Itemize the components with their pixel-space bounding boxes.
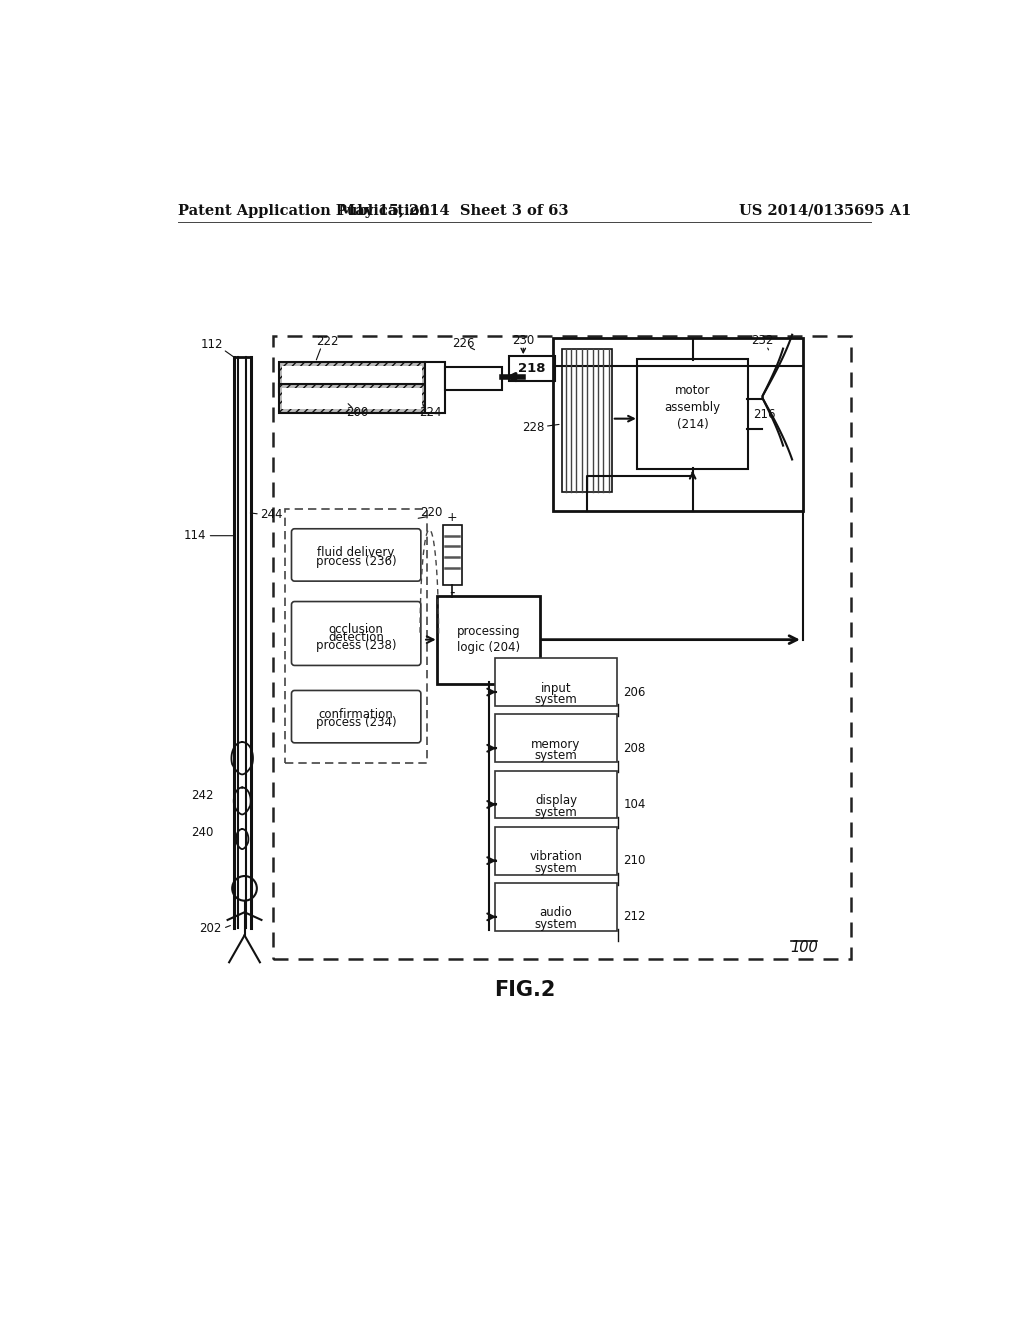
Text: process (236): process (236) (315, 554, 396, 568)
Text: memory: memory (531, 738, 581, 751)
Text: 202: 202 (199, 921, 221, 935)
Bar (283, 367, 422, 388)
Text: logic (204): logic (204) (457, 640, 520, 653)
FancyBboxPatch shape (637, 359, 749, 470)
FancyBboxPatch shape (495, 714, 617, 762)
Text: 104: 104 (624, 797, 646, 810)
Text: FIG.2: FIG.2 (495, 979, 555, 1001)
Text: -: - (450, 585, 456, 601)
Text: 112: 112 (201, 338, 223, 351)
Text: system: system (535, 693, 578, 706)
Text: 244: 244 (260, 508, 283, 520)
Text: vibration: vibration (529, 850, 583, 863)
FancyBboxPatch shape (509, 356, 555, 381)
Text: system: system (535, 862, 578, 875)
Text: 228: 228 (521, 421, 544, 434)
Text: processing: processing (457, 626, 520, 639)
Bar (283, 388, 422, 409)
Text: system: system (535, 917, 578, 931)
Text: 200: 200 (346, 407, 369, 418)
Text: 114: 114 (183, 529, 206, 543)
FancyBboxPatch shape (437, 595, 541, 684)
Text: 222: 222 (315, 335, 338, 348)
Bar (280, 363, 425, 392)
Text: 224: 224 (420, 407, 442, 418)
Bar (280, 384, 425, 413)
Text: display: display (535, 795, 578, 807)
Text: 240: 240 (191, 825, 214, 838)
Text: input: input (541, 681, 571, 694)
Text: process (238): process (238) (316, 639, 396, 652)
Text: (214): (214) (677, 418, 709, 432)
Text: 218: 218 (518, 362, 546, 375)
Bar (562, 350, 611, 492)
FancyBboxPatch shape (495, 826, 617, 875)
FancyBboxPatch shape (292, 529, 421, 581)
Text: 210: 210 (624, 854, 646, 867)
Text: +: + (447, 511, 458, 524)
Text: May 15, 2014  Sheet 3 of 63: May 15, 2014 Sheet 3 of 63 (339, 203, 568, 218)
Text: 226: 226 (452, 337, 474, 350)
FancyBboxPatch shape (495, 883, 617, 931)
Text: 230: 230 (512, 334, 535, 347)
Text: audio: audio (540, 907, 572, 920)
Text: 206: 206 (624, 685, 646, 698)
Bar (425, 363, 444, 413)
Text: motor: motor (675, 384, 711, 397)
Text: 100: 100 (791, 940, 818, 956)
Text: 220: 220 (420, 506, 442, 519)
Text: system: system (535, 805, 578, 818)
Text: Patent Application Publication: Patent Application Publication (178, 203, 430, 218)
FancyBboxPatch shape (292, 602, 421, 665)
Text: system: system (535, 750, 578, 763)
Text: detection: detection (329, 631, 384, 644)
Text: 242: 242 (191, 789, 214, 803)
Text: fluid delivery: fluid delivery (317, 546, 395, 560)
Text: 216: 216 (753, 408, 775, 421)
Text: 232: 232 (751, 334, 773, 347)
Text: 208: 208 (624, 742, 645, 755)
Text: occlusion: occlusion (329, 623, 384, 636)
Text: assembly: assembly (665, 401, 721, 414)
Text: 212: 212 (624, 911, 646, 924)
Bar (444, 367, 503, 391)
FancyBboxPatch shape (495, 659, 617, 706)
Text: US 2014/0135695 A1: US 2014/0135695 A1 (739, 203, 911, 218)
Text: process (234): process (234) (315, 717, 396, 729)
FancyBboxPatch shape (495, 771, 617, 818)
FancyBboxPatch shape (292, 690, 421, 743)
Text: confirmation: confirmation (318, 708, 393, 721)
Bar (443, 525, 462, 585)
